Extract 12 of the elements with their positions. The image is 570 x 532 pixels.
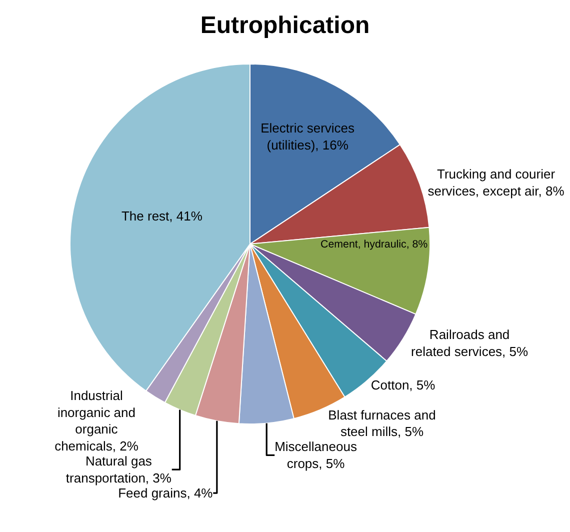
slice-label: Blast furnaces and steel mills, 5% xyxy=(328,407,436,440)
slice-label: Cotton, 5% xyxy=(370,378,436,393)
slice-label: The rest, 41% xyxy=(121,208,203,224)
slice-label: Trucking and courier services, except air, 8% xyxy=(428,166,565,198)
slice-label: Electric services (utilities), 16% xyxy=(260,120,356,152)
slice-label: Railroads and related services, 5% xyxy=(411,327,529,360)
slice-label: Feed grains, 4% xyxy=(118,486,214,501)
slice-label: Cement, hydraulic, 8% xyxy=(320,238,428,251)
slice-label: Natural gas transportation, 3% xyxy=(66,454,172,486)
chart-title: Eutrophication xyxy=(200,12,370,39)
slice-label: Industrial inorganic and organic chemicals, 2% xyxy=(54,388,139,454)
slice-label: Miscellaneous crops, 5% xyxy=(274,439,358,472)
